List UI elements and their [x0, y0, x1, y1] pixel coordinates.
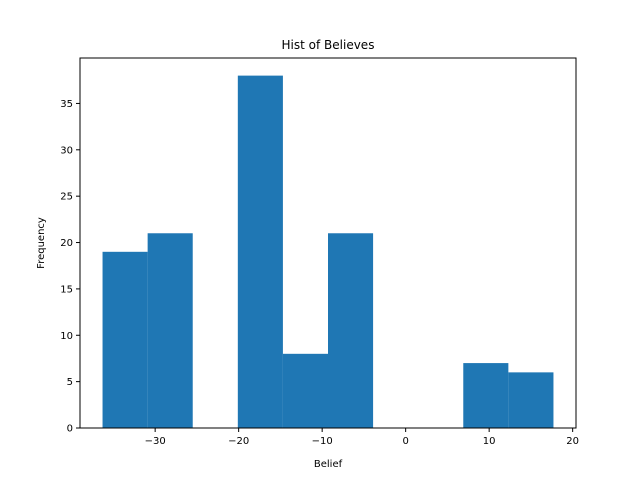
histogram-bar: [147, 233, 193, 428]
histogram-bar: [102, 251, 148, 428]
y-tick-label: 35: [60, 99, 73, 110]
y-tick-label: 0: [67, 424, 73, 435]
chart-title: Hist of Believes: [282, 38, 375, 52]
histogram-bar: [328, 233, 374, 428]
x-tick-label: 0: [402, 436, 408, 447]
y-axis-label: Frequency: [36, 217, 47, 269]
x-tick-label: 10: [483, 436, 496, 447]
x-tick-label: −30: [145, 436, 166, 447]
y-tick-label: 15: [60, 284, 73, 295]
y-tick-label: 30: [60, 145, 73, 156]
x-tick-label: −20: [228, 436, 249, 447]
y-tick-label: 10: [60, 331, 73, 342]
y-axis-ticks: 0 5 10 15 20 25 30 35: [60, 99, 80, 435]
histogram-bar: [282, 353, 328, 428]
plot-frame: [79, 57, 577, 429]
histogram-bar: [508, 372, 554, 428]
histogram-bar: [237, 75, 283, 428]
histogram-bar: [463, 363, 509, 428]
y-tick-label: 25: [60, 192, 73, 203]
bars-group: [102, 75, 554, 428]
x-tick-label: 20: [566, 436, 579, 447]
y-tick-label: 5: [67, 377, 73, 388]
x-tick-label: −10: [312, 436, 333, 447]
y-tick-label: 20: [60, 238, 73, 249]
x-axis-ticks: −30 −20 −10 0 10 20: [145, 428, 579, 447]
x-axis-label: Belief: [314, 459, 343, 470]
